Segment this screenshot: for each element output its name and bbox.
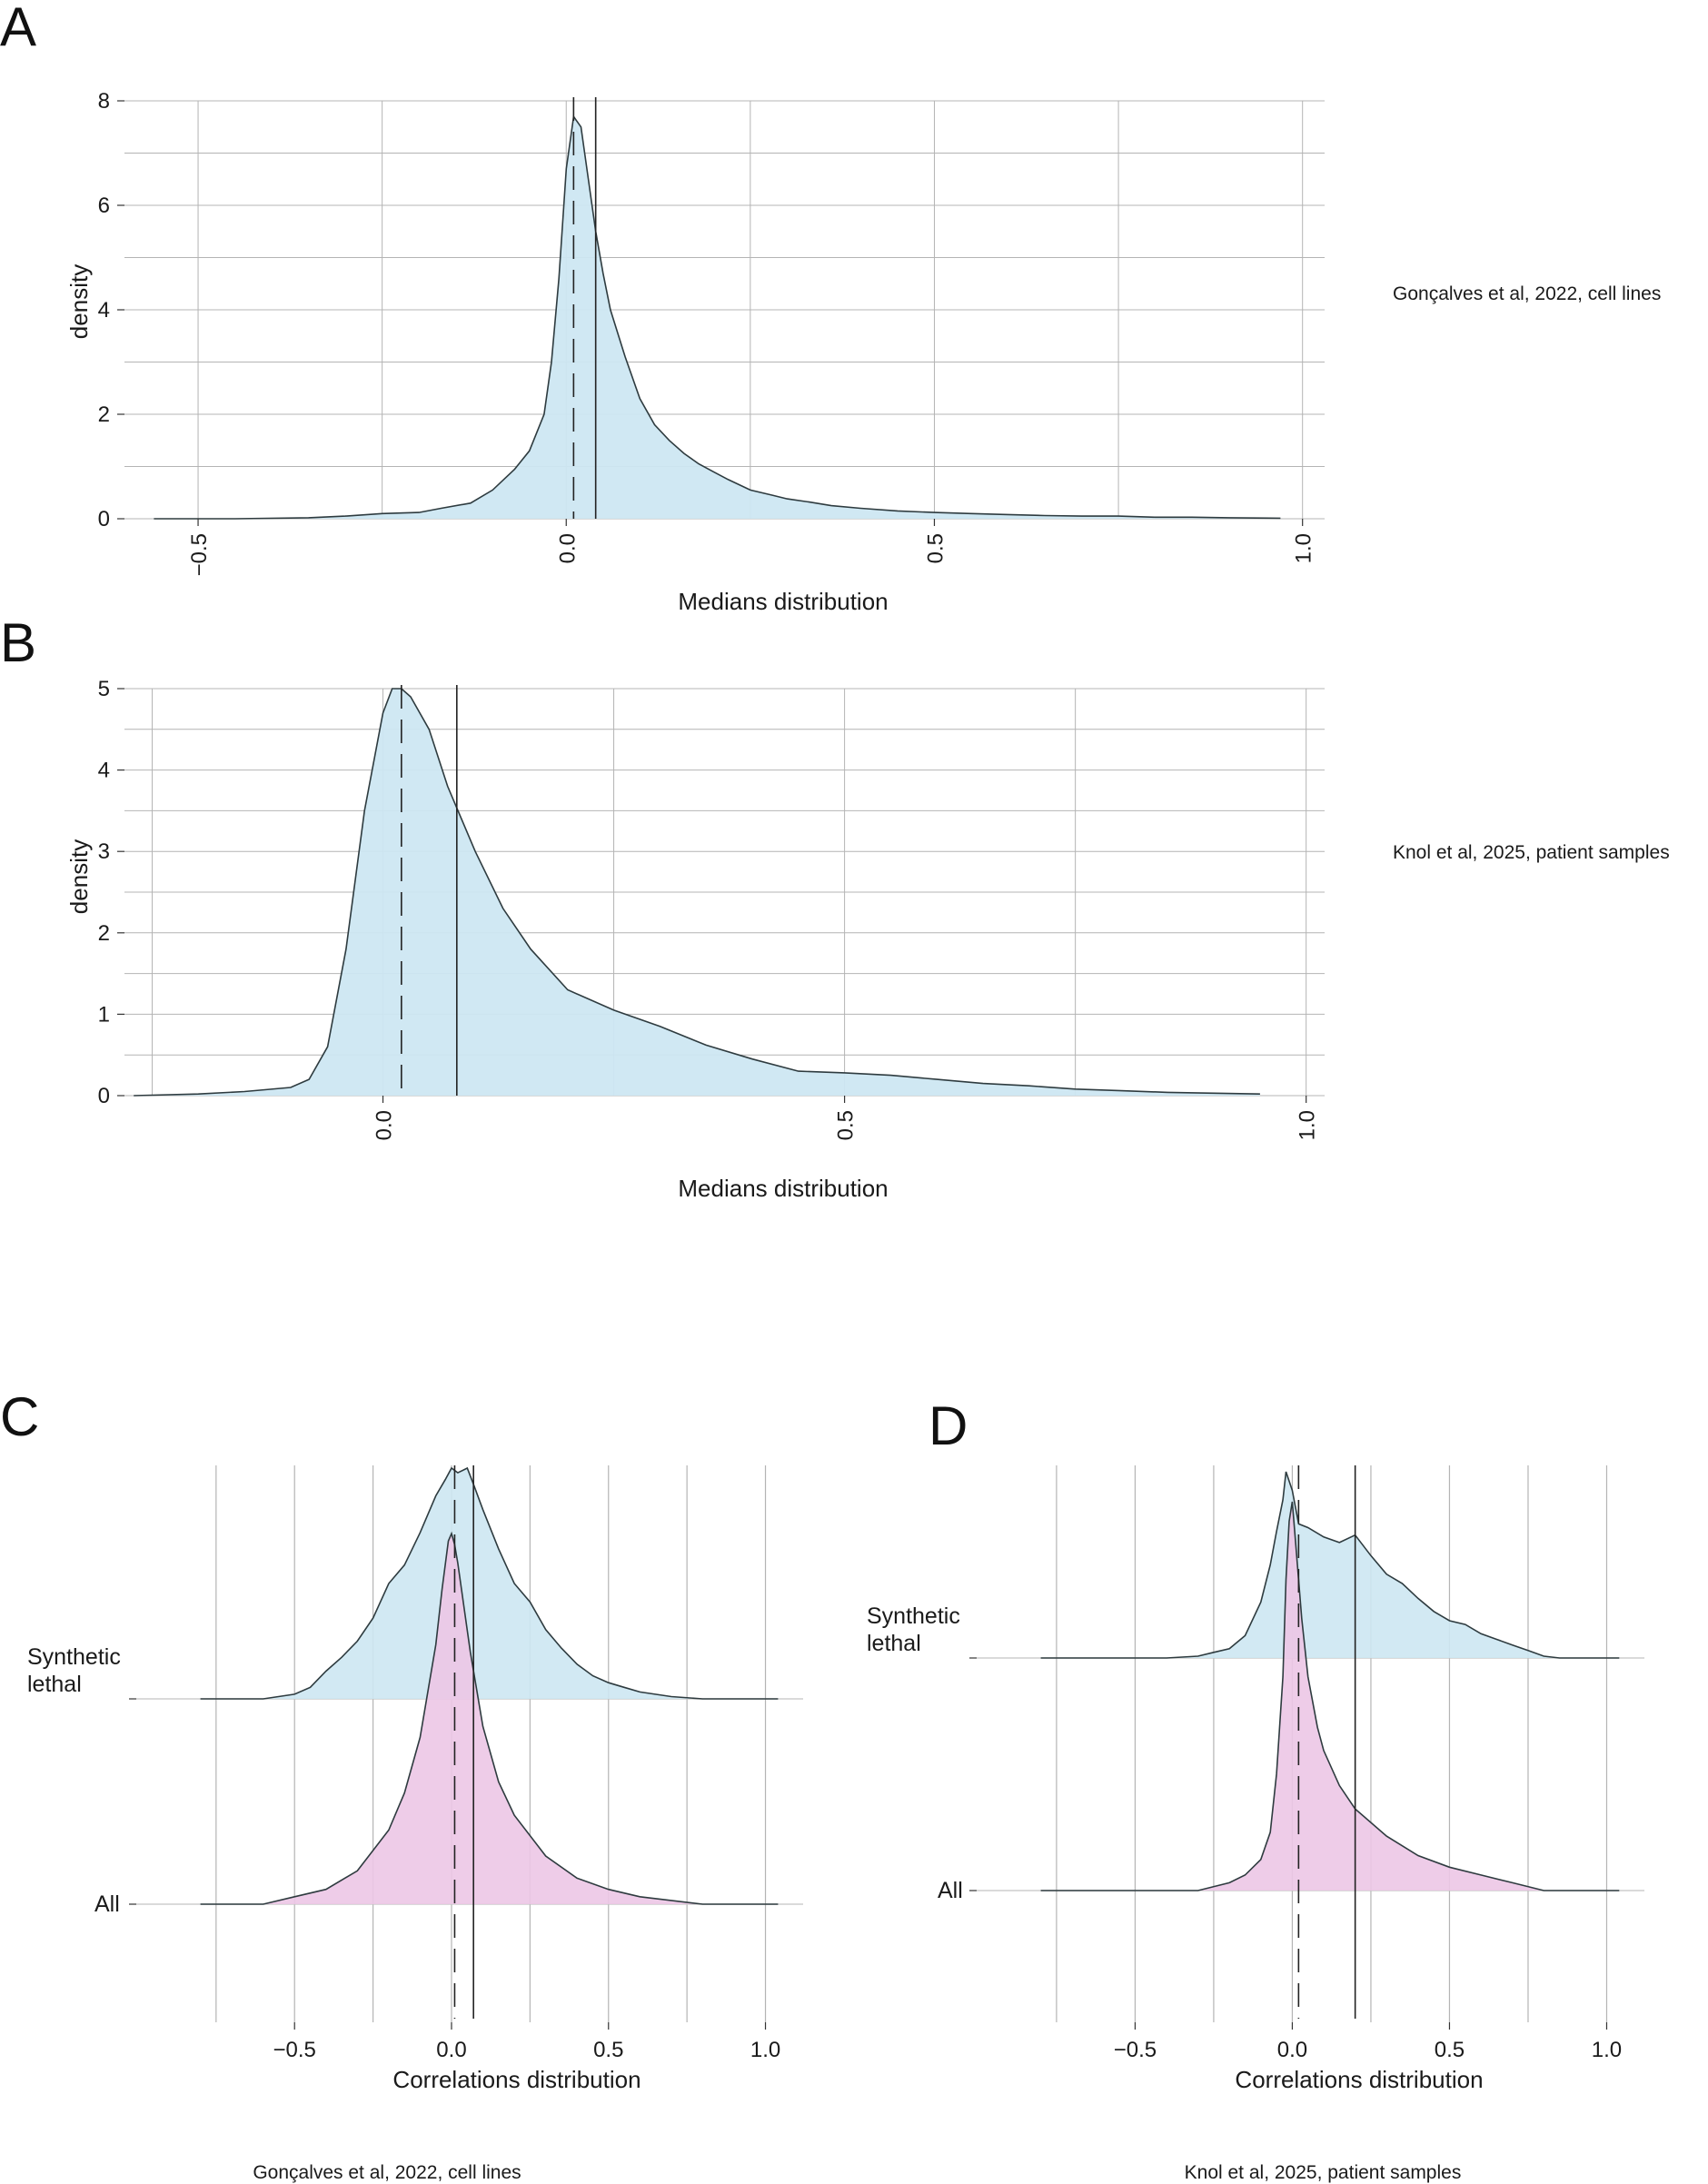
panel-a-y-axis-label: density xyxy=(65,264,93,339)
panel-a-density-curve xyxy=(154,114,1281,520)
panel-b-x-tick-label: 0.5 xyxy=(834,1110,859,1140)
panel-c-x-tick-label: 1.0 xyxy=(750,2038,780,2062)
panel-c-all-curve xyxy=(200,1531,779,1905)
panel-a-density xyxy=(154,114,1281,520)
panel-label-b: B xyxy=(0,612,36,673)
panel-c-reference-lines xyxy=(453,1465,474,2019)
panel-c-x-axis-label: Correlations distribution xyxy=(392,2066,640,2093)
panel-c-x-tick-label: 0.5 xyxy=(593,2038,623,2062)
panel-c-row-label: All xyxy=(94,1891,120,1917)
panel-a-reference-lines xyxy=(572,97,597,519)
panel-b-y-tick-label: 2 xyxy=(98,921,110,946)
panel-b-density xyxy=(134,688,1260,1097)
panel-a-x-axis-label: Medians distribution xyxy=(678,588,888,615)
panel-d-row-label: lethal xyxy=(867,1631,921,1656)
panel-a-x-tick-label: −0.5 xyxy=(187,533,212,576)
panel-b-y-tick-label: 0 xyxy=(98,1084,110,1108)
panel-d-synthetic-lethal-area xyxy=(1040,1472,1620,1658)
panel-a-x-tick-label: 0.0 xyxy=(555,533,580,563)
panel-a-x-tick-label: 0.5 xyxy=(923,533,948,563)
panel-c-ridges xyxy=(200,1466,779,1905)
panel-a-y-tick-label: 8 xyxy=(98,89,110,114)
panel-d-x-tick-label: 0.0 xyxy=(1277,2038,1307,2062)
panel-a-y-tick-label: 2 xyxy=(98,402,110,427)
panel-b-density-curve xyxy=(134,688,1260,1097)
panel-d-x-tick-label: 0.5 xyxy=(1435,2038,1465,2062)
panel-b-y-tick-label: 1 xyxy=(98,1002,110,1027)
panel-c-ticks: −0.5 0.0 0.5 1.0 xyxy=(273,2022,780,2062)
panel-c-x-tick-label: −0.5 xyxy=(273,2038,316,2062)
panel-d-reference-lines xyxy=(1297,1465,1356,2019)
panel-b-ticks: 0 1 2 3 4 5 0.0 0.5 1.0 xyxy=(98,677,1320,1140)
panel-a-x-tick-label: 1.0 xyxy=(1292,533,1316,563)
panel-c-synthetic-lethal-area xyxy=(200,1468,779,1699)
panel-c-row-label: lethal xyxy=(27,1672,82,1697)
panel-b-dataset-label: Knol et al, 2025, patient samples xyxy=(1393,842,1670,863)
panel-b-x-tick-label: 0.0 xyxy=(372,1110,397,1140)
panel-d-all-area xyxy=(1040,1502,1620,1891)
panel-b-grid xyxy=(124,688,1325,1097)
panel-d-ridges xyxy=(1040,1471,1620,1891)
panel-a-y-tick-label: 0 xyxy=(98,507,110,531)
panel-d-x-axis-label: Correlations distribution xyxy=(1235,2066,1483,2093)
panel-d-x-tick-label: −0.5 xyxy=(1114,2038,1157,2062)
panel-a-dataset-label: Gonçalves et al, 2022, cell lines xyxy=(1393,283,1661,304)
panel-a-ticks: 0 2 4 6 8 −0.5 0.0 0.5 1.0 xyxy=(98,89,1316,576)
panel-a-y-tick-label: 4 xyxy=(98,298,110,323)
panel-c-caption: Gonçalves et al, 2022, cell lines xyxy=(253,2162,521,2183)
panel-d-caption: Knol et al, 2025, patient samples xyxy=(1185,2162,1462,2183)
panel-c-synthetic-lethal-curve xyxy=(200,1466,779,1700)
panel-label-a: A xyxy=(0,0,36,57)
panel-label-c: C xyxy=(0,1386,39,1447)
panel-a-y-tick-label: 6 xyxy=(98,194,110,218)
panel-d-row-label: All xyxy=(938,1878,963,1903)
panel-label-d: D xyxy=(928,1395,968,1456)
panel-b-x-axis-label: Medians distribution xyxy=(678,1175,888,1202)
panel-c-all-area xyxy=(200,1534,779,1904)
panel-b-y-axis-label: density xyxy=(65,839,93,914)
panel-b-y-tick-label: 3 xyxy=(98,839,110,864)
panel-c-row-label: Synthetic xyxy=(27,1644,121,1670)
panel-d-x-tick-label: 1.0 xyxy=(1592,2038,1622,2062)
panel-d-synthetic-lethal-curve xyxy=(1040,1471,1620,1659)
panel-b: B 0 1 2 3 4 5 0.0 0.5 1.0 Medians distribution d… xyxy=(0,612,1670,1202)
panel-c-x-tick-label: 0.0 xyxy=(436,2038,466,2062)
panel-d-ticks: −0.5 0.0 0.5 1.0 xyxy=(1114,2022,1622,2062)
panel-a-density-area xyxy=(154,116,1281,520)
panel-b-x-tick-label: 1.0 xyxy=(1296,1110,1320,1140)
panel-b-y-tick-label: 4 xyxy=(98,759,110,783)
panel-a: A 0 2 4 6 8 −0.5 0.0 0.5 1.0 Medians distributio… xyxy=(0,0,1661,615)
panel-d-row-label: Synthetic xyxy=(867,1603,960,1629)
panel-d-all-curve xyxy=(1040,1501,1620,1891)
panel-b-density-area xyxy=(134,689,1260,1096)
panel-b-y-tick-label: 5 xyxy=(98,677,110,701)
panel-b-reference-lines xyxy=(401,685,458,1096)
panel-a-grid xyxy=(124,100,1325,520)
